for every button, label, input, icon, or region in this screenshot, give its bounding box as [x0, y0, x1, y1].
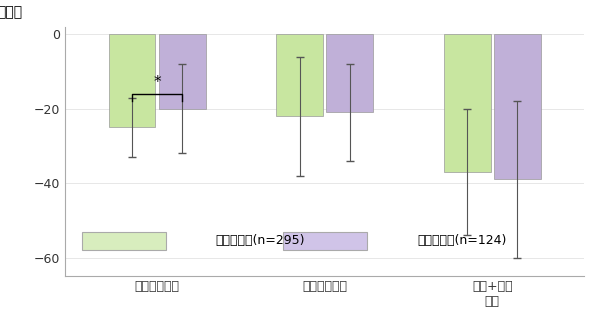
Bar [444, 34, 491, 172]
Bar [276, 34, 323, 116]
Bar [109, 34, 156, 127]
Bar [494, 34, 541, 180]
Bar [326, 34, 373, 112]
FancyBboxPatch shape [283, 232, 366, 250]
Bar [159, 34, 206, 109]
FancyBboxPatch shape [82, 232, 166, 250]
Text: （点）: （点） [0, 5, 22, 19]
Text: *: * [153, 75, 161, 90]
Text: 定型発達者(n=295): 定型発達者(n=295) [216, 235, 305, 247]
Text: 発達障害者(n=124): 発達障害者(n=124) [417, 235, 506, 247]
